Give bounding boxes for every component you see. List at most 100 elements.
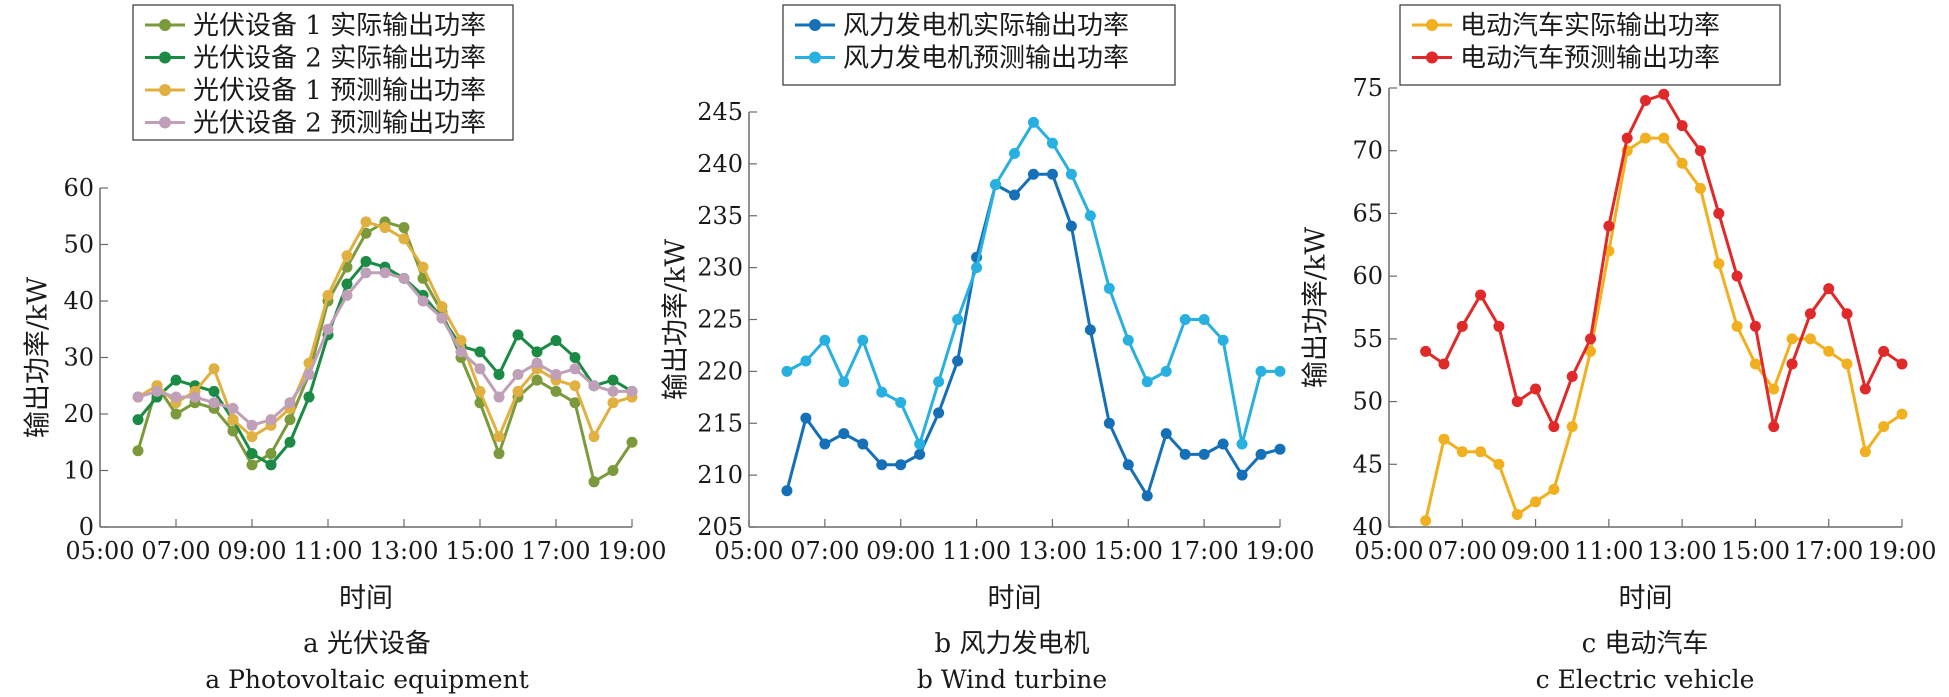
data-point <box>1896 358 1908 370</box>
data-point <box>170 391 182 403</box>
data-point <box>819 438 831 450</box>
data-point <box>1823 345 1835 357</box>
y-tick-label: 30 <box>63 344 94 372</box>
x-tick-label: 11:00 <box>293 537 362 565</box>
y-tick-label: 245 <box>697 98 743 126</box>
y-tick-label: 65 <box>1352 199 1383 227</box>
x-tick-label: 07:00 <box>141 537 210 565</box>
x-tick-label: 11:00 <box>942 537 1011 565</box>
data-point <box>1027 116 1039 128</box>
data-point <box>1438 433 1450 445</box>
data-point <box>550 368 562 380</box>
data-point <box>569 352 581 363</box>
data-point <box>800 412 812 424</box>
legend-box <box>1399 4 1781 86</box>
data-point <box>531 357 543 369</box>
data-point <box>1103 417 1115 429</box>
data-point <box>303 368 315 380</box>
data-point <box>1749 320 1761 332</box>
data-point <box>284 436 296 448</box>
chart-panel-2: 205 210 215 220 225 230 235 240 245 05:00 07:00 09:… <box>661 4 1315 694</box>
data-point <box>1420 515 1432 527</box>
data-point <box>971 262 983 274</box>
y-tick-label: 70 <box>1352 137 1383 165</box>
y-tick-label: 220 <box>697 357 743 385</box>
caption-cn: b 风力发电机 <box>935 629 1090 659</box>
data-point <box>1878 345 1890 357</box>
data-point <box>360 267 372 279</box>
data-point <box>132 414 144 426</box>
legend-swatch-marker <box>809 19 821 31</box>
x-tick-label: 19:00 <box>1245 537 1314 565</box>
data-point <box>360 216 372 228</box>
y-tick-label: 50 <box>63 231 94 259</box>
data-point <box>1511 396 1523 408</box>
x-axis-label: 时间 <box>1619 583 1673 614</box>
data-point <box>800 355 812 367</box>
legend-swatch-marker <box>159 51 171 64</box>
data-point <box>1548 483 1560 495</box>
data-point <box>607 385 619 397</box>
series-line <box>1424 92 1903 429</box>
data-point <box>208 363 220 375</box>
data-point <box>132 445 144 457</box>
legend-box <box>782 4 1176 86</box>
x-tick-label: 13:00 <box>1648 537 1717 565</box>
data-point <box>417 261 429 273</box>
data-point <box>1027 168 1039 180</box>
data-point <box>1585 345 1597 357</box>
x-tick-label: 09:00 <box>217 537 286 565</box>
x-tick-label: 05:00 <box>65 537 134 565</box>
data-point <box>1198 314 1210 325</box>
series-1 <box>132 216 638 488</box>
data-point <box>626 385 638 397</box>
data-point <box>1255 448 1267 460</box>
data-point <box>933 407 945 419</box>
data-point <box>1009 189 1020 201</box>
y-tick-label: 55 <box>1352 325 1383 353</box>
y-tick-label: 210 <box>697 461 743 489</box>
data-point <box>398 272 410 284</box>
data-point <box>379 222 391 234</box>
series-line <box>136 220 634 484</box>
data-point <box>493 448 505 460</box>
data-point <box>265 459 277 471</box>
data-point <box>1122 334 1134 346</box>
data-point <box>838 428 850 440</box>
data-point <box>151 385 163 397</box>
data-point <box>1768 383 1780 395</box>
data-point <box>1585 333 1597 345</box>
x-tick-label: 19:00 <box>1867 537 1936 565</box>
data-point <box>1658 88 1670 100</box>
x-tick-label: 17:00 <box>521 537 590 565</box>
y-axis-label: 输出功率/kW <box>23 277 54 438</box>
data-point <box>1493 320 1505 332</box>
data-point <box>1804 308 1816 320</box>
chart-panel-3: 40 45 50 55 60 65 70 75 05:00 07:00 09:00 11:00 13:0… <box>1301 4 1937 694</box>
data-point <box>531 374 543 386</box>
data-point <box>360 227 372 239</box>
data-point <box>895 459 907 471</box>
y-tick-label: 205 <box>697 513 743 541</box>
series-2 <box>1420 88 1908 433</box>
data-point <box>227 402 239 414</box>
data-point <box>379 267 391 279</box>
data-point <box>952 355 964 367</box>
data-point <box>1640 95 1651 107</box>
y-tick-label: 75 <box>1352 74 1383 102</box>
data-point <box>876 459 888 471</box>
data-point <box>322 323 334 335</box>
data-point <box>531 346 543 358</box>
data-point <box>1786 358 1798 370</box>
data-point <box>1859 446 1871 458</box>
data-point <box>1530 383 1542 395</box>
x-tick-label: 15:00 <box>1094 537 1163 565</box>
legend-label: 风力发电机预测输出功率 <box>843 44 1129 74</box>
data-point <box>1640 132 1651 144</box>
data-point <box>1475 289 1487 301</box>
data-point <box>474 363 486 375</box>
data-point <box>284 414 296 426</box>
data-point <box>1841 308 1853 320</box>
data-point <box>1217 334 1229 346</box>
